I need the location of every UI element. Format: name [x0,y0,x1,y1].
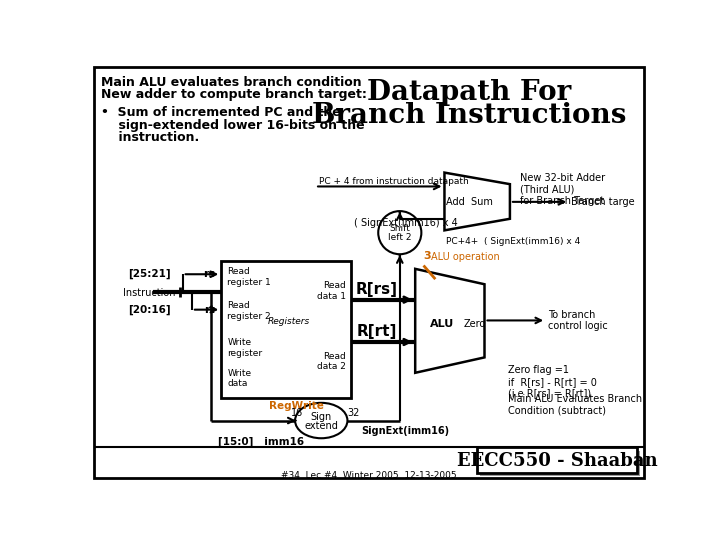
Text: PC + 4 from instruction datapath: PC + 4 from instruction datapath [319,177,469,186]
Text: Read
register 2: Read register 2 [228,301,271,321]
Text: 32: 32 [348,408,360,418]
Text: EECC550 - Shaaban: EECC550 - Shaaban [456,451,657,470]
Text: ALU: ALU [430,319,454,329]
Text: Add  Sum: Add Sum [446,197,492,207]
Text: 16: 16 [292,408,304,418]
Bar [221,261,351,398]
Text: Main ALU Evaluates Branch
Condition (subtract): Main ALU Evaluates Branch Condition (sub… [508,394,642,416]
Bar [480,450,640,476]
Text: Read
data 2: Read data 2 [317,352,346,372]
Text: Sign: Sign [310,411,332,422]
Text: Main ALU evaluates branch condition: Main ALU evaluates branch condition [101,76,361,89]
Text: Write
data: Write data [228,369,251,388]
Text: Datapath For: Datapath For [367,79,571,106]
Text: Registers: Registers [267,316,310,326]
Bar [477,448,637,473]
Text: New adder to compute branch target:: New adder to compute branch target: [101,88,367,101]
Text: ALU operation: ALU operation [431,252,500,262]
Text: instruction.: instruction. [101,131,199,144]
Text: Write
register: Write register [228,338,263,357]
Text: Zero flag =1
if  R[rs] - R[rt] = 0
(i.e R[rs] = R[rt]): Zero flag =1 if R[rs] - R[rt] = 0 (i.e R… [508,365,596,399]
Text: New 32-bit Adder
(Third ALU)
for Branch Target: New 32-bit Adder (Third ALU) for Branch … [520,173,605,206]
Text: extend: extend [305,421,338,431]
Text: Shift: Shift [390,224,410,233]
Text: R[rs]: R[rs] [356,281,397,296]
Text: Instruction: Instruction [122,288,175,299]
Text: •  Sum of incremented PC and the: • Sum of incremented PC and the [101,106,341,119]
Text: Read
data 1: Read data 1 [317,281,346,301]
Circle shape [378,211,421,254]
Text: #34  Lec #4  Winter 2005  12-13-2005: #34 Lec #4 Winter 2005 12-13-2005 [282,471,456,481]
Text: [15:0]   imm16: [15:0] imm16 [218,437,305,447]
Text: [25:21]: [25:21] [128,269,171,279]
Text: Read
register 1: Read register 1 [228,267,271,287]
Text: rs: rs [203,269,215,279]
Text: Branch targe: Branch targe [571,197,634,207]
Text: PC+4+  ( SignExt(imm16) x 4: PC+4+ ( SignExt(imm16) x 4 [446,237,580,246]
Text: R[rt]: R[rt] [356,324,397,339]
Text: SignExt(imm16): SignExt(imm16) [361,426,449,436]
Text: To branch
control logic: To branch control logic [549,309,608,331]
Polygon shape [415,269,485,373]
Text: RegWrite: RegWrite [269,401,324,411]
Text: left 2: left 2 [388,233,412,242]
Text: ( SignExt(imm16) x 4: ( SignExt(imm16) x 4 [354,218,457,228]
Ellipse shape [295,403,348,438]
Text: [20:16]: [20:16] [128,305,171,315]
Text: Branch Instructions: Branch Instructions [312,102,626,129]
Text: rt: rt [204,305,215,315]
Text: sign-extended lower 16-bits on the: sign-extended lower 16-bits on the [101,119,364,132]
Text: 3: 3 [423,251,431,261]
Text: Zero: Zero [464,319,486,329]
Polygon shape [444,173,510,231]
